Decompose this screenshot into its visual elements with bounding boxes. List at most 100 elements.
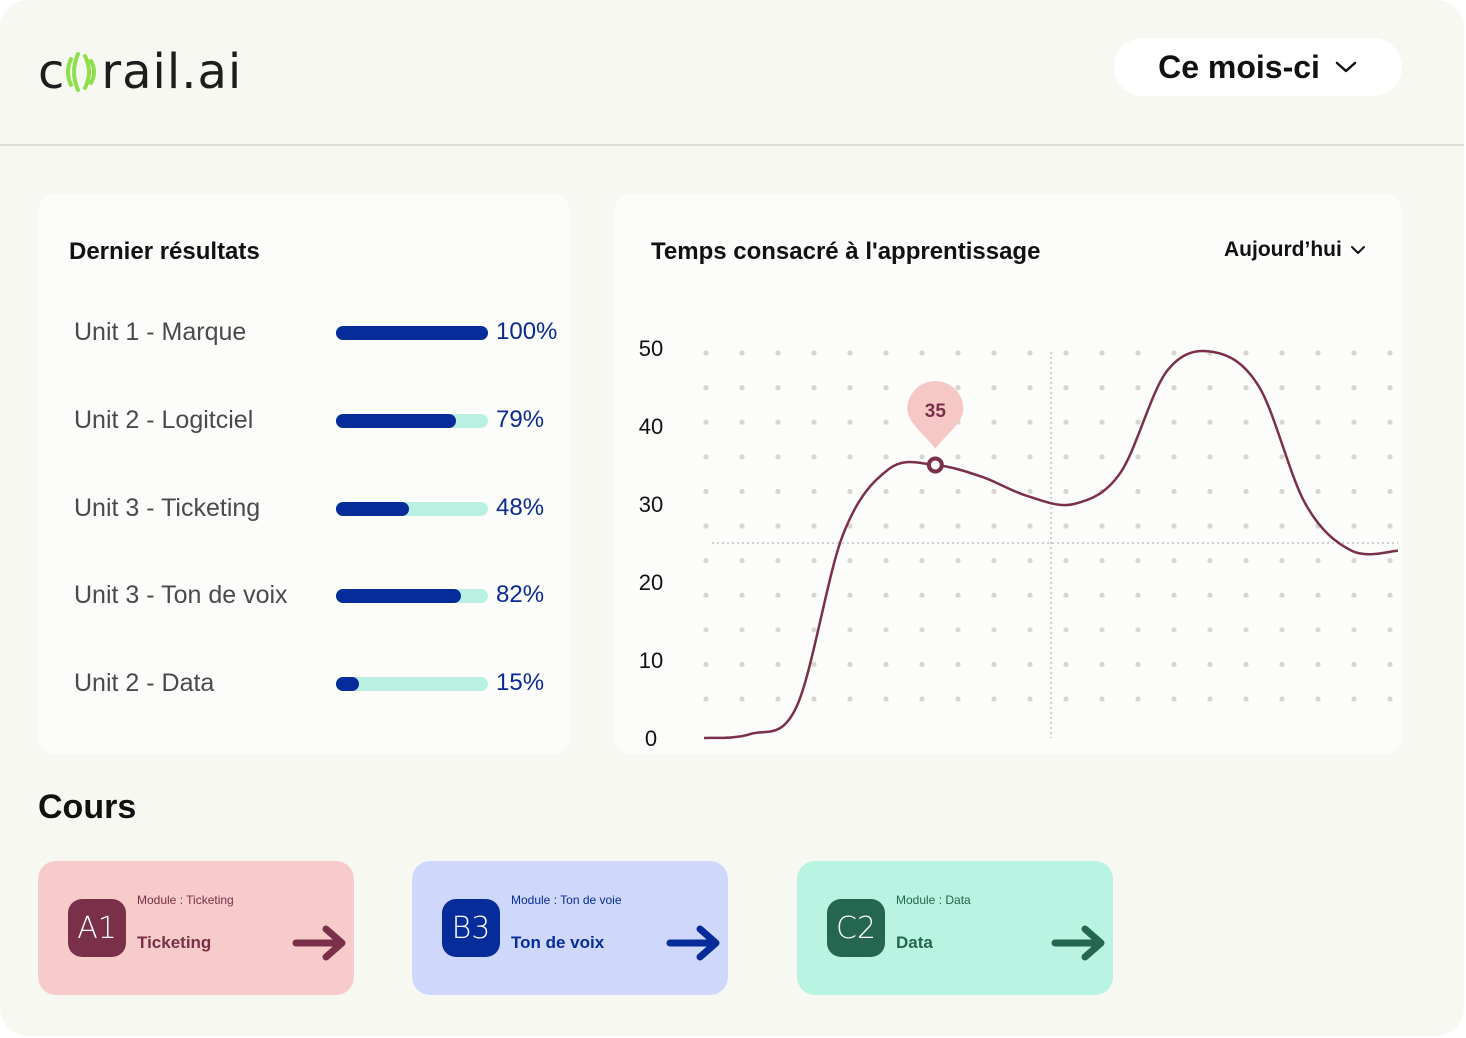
result-row: Unit 3 - Ticketing 48%	[38, 488, 570, 528]
progress-fill	[336, 414, 457, 428]
highlight-pin	[907, 381, 964, 449]
progress-fill	[336, 326, 488, 340]
grid-dot	[1027, 558, 1033, 564]
period-select[interactable]: Ce mois-ci	[1114, 38, 1402, 96]
grid-dot	[1315, 454, 1321, 460]
grid-dot	[1027, 696, 1033, 702]
grid-dot	[1063, 454, 1069, 460]
result-percent: 82%	[496, 581, 545, 608]
grid-dot	[1135, 661, 1141, 667]
range-select[interactable]: Aujourd’hui	[1224, 238, 1366, 262]
grid-dot	[919, 558, 925, 564]
grid-dot	[955, 661, 961, 667]
grid-dot	[919, 488, 925, 494]
arrow-right-icon[interactable]	[666, 923, 724, 963]
grid-dot	[955, 488, 961, 494]
grid-dot	[1171, 350, 1177, 356]
top-bar: c rail.ai Ce mois-ci	[0, 0, 1464, 146]
grid-dot	[919, 350, 925, 356]
grid-dot	[1351, 454, 1357, 460]
grid-dot	[1387, 488, 1393, 494]
grid-dot	[1387, 627, 1393, 633]
grid-dot	[1315, 350, 1321, 356]
grid-dot	[1207, 627, 1213, 633]
result-row: Unit 2 - Logitciel 79%	[38, 400, 570, 440]
grid-dot	[1243, 558, 1249, 564]
course-name: Ton de voix	[511, 933, 605, 952]
grid-dot	[1243, 627, 1249, 633]
grid-dot	[1027, 592, 1033, 598]
grid-dot	[811, 592, 817, 598]
grid-dot	[1315, 558, 1321, 564]
arrow-right-icon[interactable]	[1051, 923, 1109, 963]
grid-dot	[1135, 523, 1141, 529]
highlight-label: 35	[925, 401, 947, 422]
grid-dot	[739, 558, 745, 564]
grid-dot	[883, 523, 889, 529]
grid-dot	[1027, 385, 1033, 391]
grid-dot	[1279, 350, 1285, 356]
y-tick-label: 30	[639, 492, 663, 517]
grid-dot	[991, 488, 997, 494]
grid-dot	[1243, 696, 1249, 702]
progress-track	[336, 502, 488, 516]
grid-dot	[739, 488, 745, 494]
grid-dot	[739, 350, 745, 356]
course-module: Module : Ton de voie	[511, 893, 622, 907]
grid-dot	[1099, 558, 1105, 564]
grid-dot	[1099, 523, 1105, 529]
grid-dot	[1279, 696, 1285, 702]
grid-dot	[1207, 696, 1213, 702]
grid-dot	[847, 488, 853, 494]
grid-dot	[739, 454, 745, 460]
grid-dot	[1351, 627, 1357, 633]
grid-dot	[1171, 627, 1177, 633]
grid-dot	[1063, 419, 1069, 425]
grid-dot	[811, 350, 817, 356]
grid-dot	[1315, 696, 1321, 702]
course-code-badge: A1	[68, 899, 126, 957]
course-card-b3[interactable]: B3 Module : Ton de voie Ton de voix	[412, 861, 728, 995]
grid-dot	[1099, 696, 1105, 702]
arrow-right-icon[interactable]	[292, 923, 350, 963]
range-label: Aujourd’hui	[1224, 238, 1342, 261]
logo-text-end: rail.ai	[101, 44, 243, 100]
grid-dot	[811, 488, 817, 494]
grid-dot	[1387, 419, 1393, 425]
grid-dot	[1207, 419, 1213, 425]
grid-dot	[775, 454, 781, 460]
grid-dot	[883, 350, 889, 356]
grid-dot	[739, 592, 745, 598]
grid-dot	[811, 696, 817, 702]
result-label: Unit 2 - Logitciel	[74, 406, 254, 434]
grid-dot	[1063, 488, 1069, 494]
grid-dot	[1279, 661, 1285, 667]
grid-dot	[1351, 385, 1357, 391]
grid-dot	[1135, 350, 1141, 356]
course-card-a1[interactable]: A1 Module : Ticketing Ticketing	[38, 861, 354, 995]
grid-dot	[1315, 488, 1321, 494]
grid-dot	[775, 385, 781, 391]
grid-dot	[1315, 661, 1321, 667]
grid-dot	[955, 523, 961, 529]
grid-dot	[991, 454, 997, 460]
course-card-c2[interactable]: C2 Module : Data Data	[797, 861, 1113, 995]
course-name: Data	[896, 933, 933, 952]
result-percent: 79%	[496, 406, 545, 433]
grid-dot	[811, 385, 817, 391]
grid-dot	[1099, 592, 1105, 598]
progress-track	[336, 677, 488, 691]
result-percent: 100%	[496, 318, 558, 345]
grid-dot	[811, 627, 817, 633]
grid-dot	[883, 592, 889, 598]
grid-dot	[775, 661, 781, 667]
grid-dot	[1099, 350, 1105, 356]
grid-dot	[811, 419, 817, 425]
grid-dot	[991, 627, 997, 633]
y-tick-label: 20	[639, 570, 663, 595]
grid-dot	[1063, 558, 1069, 564]
chevron-down-icon	[1335, 61, 1357, 73]
grid-dot	[1351, 661, 1357, 667]
grid-dot	[1063, 696, 1069, 702]
